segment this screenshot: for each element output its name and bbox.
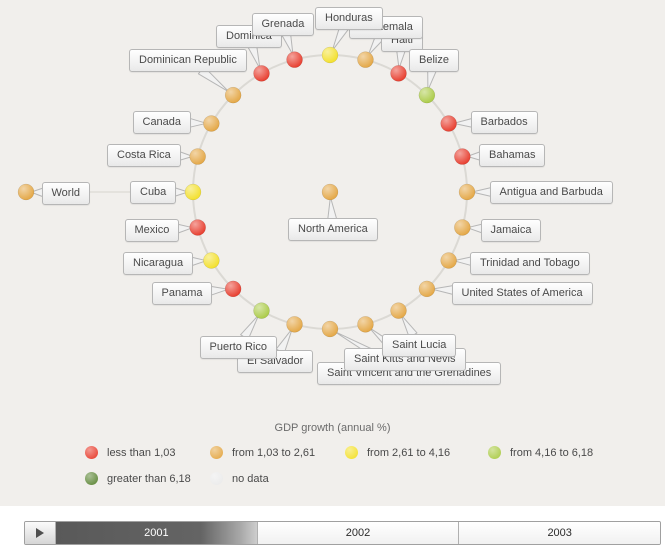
legend-label: less than 1,03 [107, 446, 176, 459]
label-world[interactable]: World [41, 181, 91, 205]
legend-item-less-than-1-03: less than 1,03 [85, 445, 176, 460]
legend-swatch-from-1-03-to-2-61 [210, 446, 223, 459]
legend-item-from-1-03-to-2-61: from 1,03 to 2,61 [210, 445, 315, 460]
legend-label: from 1,03 to 2,61 [232, 446, 316, 459]
label-united-states-of-america[interactable]: United States of America [451, 281, 593, 305]
label-bahamas[interactable]: Bahamas [479, 143, 546, 167]
play-button[interactable] [25, 522, 55, 544]
label-barbados[interactable]: Barbados [470, 110, 538, 134]
node-nicaragua[interactable] [203, 252, 220, 269]
legend: GDP growth (annual %) less than 1,03 from… [0, 413, 665, 506]
legend-swatch-greater-than-6-18 [85, 472, 98, 485]
node-canada[interactable] [203, 115, 220, 132]
label-panama[interactable]: Panama [151, 281, 213, 305]
label-jamaica[interactable]: Jamaica [480, 218, 542, 242]
legend-swatch-no-data [210, 472, 223, 485]
radial-network-chart: Honduras Guatemala Haiti Belize Barbados Baha… [17, 6, 613, 385]
node-saint-lucia[interactable] [390, 302, 407, 319]
label-puerto-rico[interactable]: Puerto Rico [199, 335, 277, 359]
label-grenada[interactable]: Grenada [251, 12, 315, 36]
legend-title: GDP growth (annual %) [274, 422, 391, 434]
timeline-strip: 2001 2002 2003 [0, 506, 665, 551]
node-dominican-republic[interactable] [224, 86, 242, 104]
label-belize[interactable]: Belize [409, 48, 459, 72]
legend-item-from-4-16-to-6-18: from 4,16 to 6,18 [488, 445, 593, 460]
legend-item-greater-than-6-18: greater than 6,18 [85, 471, 191, 486]
timeline-years: 2001 2002 2003 [55, 522, 660, 544]
node-puerto-rico[interactable] [253, 302, 270, 319]
legend-swatch-less-than-1-03 [85, 446, 98, 459]
label-nicaragua[interactable]: Nicaragua [123, 251, 194, 275]
node-antigua-and-barbuda[interactable] [458, 183, 476, 201]
chart-canvas [17, 25, 492, 367]
legend-label: greater than 6,18 [107, 472, 191, 485]
label-canada[interactable]: Canada [132, 110, 192, 134]
timeline: 2001 2002 2003 [24, 521, 661, 545]
play-icon [36, 528, 44, 538]
country-nodes [17, 46, 476, 338]
label-honduras[interactable]: Honduras [315, 6, 383, 30]
node-costa-rica[interactable] [189, 148, 206, 165]
node-world[interactable] [17, 183, 35, 201]
node-bahamas[interactable] [454, 148, 471, 165]
node-grenada[interactable] [286, 51, 303, 68]
label-costa-rica[interactable]: Costa Rica [107, 143, 181, 167]
label-north-america[interactable]: North America [288, 217, 378, 241]
legend-label: no data [232, 472, 269, 485]
node-jamaica[interactable] [454, 219, 471, 236]
node-saint-vincent-and-the-grenadines[interactable] [321, 320, 339, 338]
node-saint-kitts-and-nevis[interactable] [357, 316, 374, 333]
timeline-year-2001[interactable]: 2001 [55, 522, 257, 544]
label-cuba[interactable]: Cuba [130, 180, 177, 204]
legend-swatch-from-2-61-to-4-16 [345, 446, 358, 459]
legend-label: from 4,16 to 6,18 [510, 446, 594, 459]
node-mexico[interactable] [189, 219, 206, 236]
node-haiti[interactable] [390, 65, 407, 82]
node-belize[interactable] [418, 86, 436, 104]
node-panama[interactable] [224, 280, 242, 298]
label-mexico[interactable]: Mexico [124, 218, 180, 242]
node-barbados[interactable] [440, 115, 457, 132]
node-honduras[interactable] [321, 46, 339, 64]
legend-label: from 2,61 to 4,16 [367, 446, 451, 459]
node-united-states-of-america[interactable] [418, 280, 436, 298]
label-antigua-and-barbuda[interactable]: Antigua and Barbuda [489, 180, 613, 204]
node-cuba[interactable] [184, 183, 202, 201]
node-north-america[interactable] [321, 183, 339, 201]
timeline-year-2003[interactable]: 2003 [458, 522, 660, 544]
label-saint-lucia[interactable]: Saint Lucia [382, 333, 457, 357]
label-dominican-republic[interactable]: Dominican Republic [129, 48, 247, 72]
node-el-salvador[interactable] [286, 316, 303, 333]
legend-item-no-data: no data [210, 471, 269, 486]
node-labels-layer: Honduras Guatemala Haiti Belize Barbados Baha… [41, 6, 613, 385]
label-trinidad-and-tobago[interactable]: Trinidad and Tobago [470, 251, 590, 275]
legend-swatch-from-4-16-to-6-18 [488, 446, 501, 459]
node-trinidad-and-tobago[interactable] [440, 252, 457, 269]
legend-item-from-2-61-to-4-16: from 2,61 to 4,16 [345, 445, 450, 460]
node-guatemala[interactable] [357, 51, 374, 68]
timeline-year-2002[interactable]: 2002 [256, 522, 459, 544]
node-dominica[interactable] [253, 65, 270, 82]
